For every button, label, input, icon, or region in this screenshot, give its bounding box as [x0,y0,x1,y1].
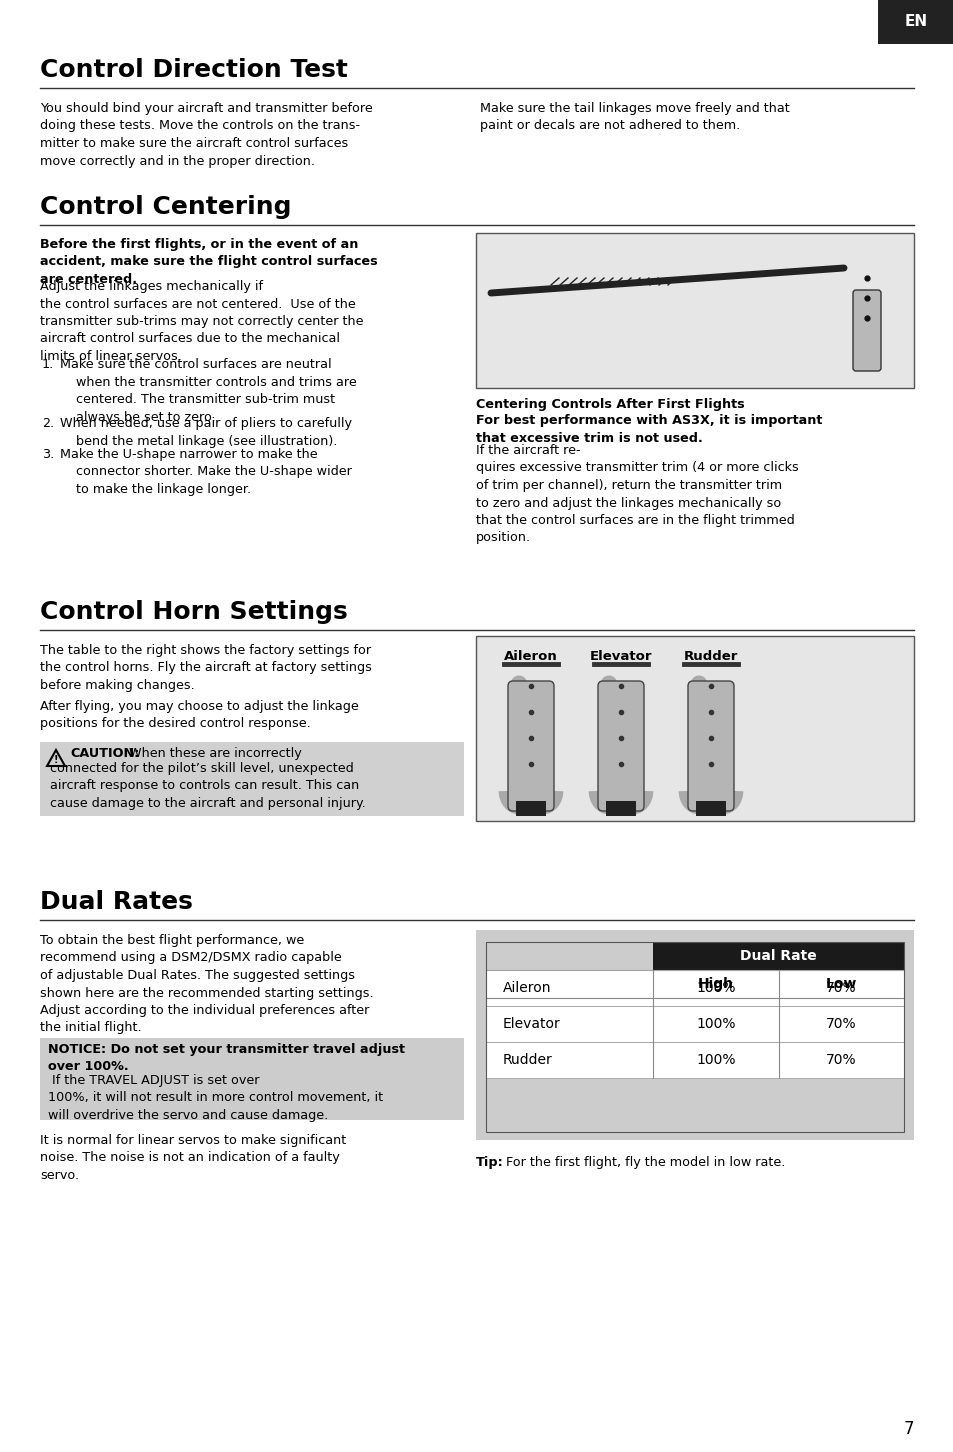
Text: 70%: 70% [825,1016,856,1031]
Text: For the first flight, fly the model in low rate.: For the first flight, fly the model in l… [501,1156,784,1169]
Text: Rudder: Rudder [502,1053,552,1067]
Text: 7: 7 [902,1420,913,1437]
Text: You should bind your aircraft and transmitter before
doing these tests. Move the: You should bind your aircraft and transm… [40,102,373,167]
Text: Aileron: Aileron [503,650,558,664]
Text: Aileron: Aileron [502,982,551,995]
Text: The table to the right shows the factory settings for
the control horns. Fly the: The table to the right shows the factory… [40,645,372,693]
Bar [485,970,903,998]
Text: !: ! [53,755,58,765]
Text: If the aircraft re-
quires excessive transmitter trim (4 or more clicks
of trim : If the aircraft re- quires excessive tra… [476,444,798,544]
Bar [516,802,545,816]
Text: 1.: 1. [42,359,54,372]
Bar [605,802,636,816]
Text: If the TRAVEL ADJUST is set over
100%, it will not result in more control moveme: If the TRAVEL ADJUST is set over 100%, i… [48,1074,383,1122]
Bar [40,1038,463,1119]
Bar [485,1043,903,1077]
Bar [476,232,913,388]
Text: NOTICE: Do not set your transmitter travel adjust
over 100%.: NOTICE: Do not set your transmitter trav… [48,1043,405,1073]
Text: 2.: 2. [42,417,54,430]
Text: CAUTION:: CAUTION: [70,746,139,759]
Text: 100%: 100% [696,1053,735,1067]
Text: Tip:: Tip: [476,1156,503,1169]
Text: High: High [698,977,733,992]
Text: connected for the pilot’s skill level, unexpected
aircraft response to controls : connected for the pilot’s skill level, u… [50,762,365,810]
Text: 3.: 3. [42,449,54,460]
Text: Dual Rates: Dual Rates [40,890,193,913]
Bar [696,802,725,816]
Bar [476,929,913,1140]
Text: Low: Low [824,977,856,992]
Text: To obtain the best flight performance, we
recommend using a DSM2/DSMX radio capa: To obtain the best flight performance, w… [40,934,374,1034]
Bar [485,942,903,1133]
Text: For best performance with AS3X, it is important
that excessive trim is not used.: For best performance with AS3X, it is im… [476,414,821,444]
FancyBboxPatch shape [687,681,733,812]
Text: Adjust the linkages mechanically if
the control surfaces are not centered.  Use : Adjust the linkages mechanically if the … [40,280,363,363]
Text: Elevator: Elevator [502,1016,559,1031]
Text: Make sure the tail linkages move freely and that
paint or decals are not adhered: Make sure the tail linkages move freely … [479,102,789,132]
Text: Control Horn Settings: Control Horn Settings [40,600,348,624]
Text: Dual Rate: Dual Rate [740,950,816,963]
FancyBboxPatch shape [598,681,643,812]
Text: Control Centering: Control Centering [40,195,292,219]
Bar [877,0,953,44]
Text: Before the first flights, or in the event of an
accident, make sure the flight c: Before the first flights, or in the even… [40,238,377,286]
Text: Control Direction Test: Control Direction Test [40,58,348,81]
Text: Make the U-shape narrower to make the
    connector shorter. Make the U-shape wi: Make the U-shape narrower to make the co… [60,449,352,497]
Bar [485,1006,903,1043]
Text: 100%: 100% [696,1016,735,1031]
Bar [485,970,903,1006]
Text: Centering Controls After First Flights: Centering Controls After First Flights [476,398,744,411]
Text: Rudder: Rudder [683,650,738,664]
Text: It is normal for linear servos to make significant
noise. The noise is not an in: It is normal for linear servos to make s… [40,1134,346,1182]
Text: 70%: 70% [825,1053,856,1067]
Text: When needed, use a pair of pliers to carefully
    bend the metal linkage (see i: When needed, use a pair of pliers to car… [60,417,352,447]
FancyBboxPatch shape [852,290,880,372]
Text: 100%: 100% [696,982,735,995]
Bar [476,636,913,820]
Text: EN: EN [903,15,926,29]
Text: 70%: 70% [825,982,856,995]
Text: Elevator: Elevator [589,650,652,664]
Text: When these are incorrectly: When these are incorrectly [125,746,301,759]
Bar [653,942,903,970]
Text: After flying, you may choose to adjust the linkage
positions for the desired con: After flying, you may choose to adjust t… [40,700,358,730]
Bar [40,742,463,816]
FancyBboxPatch shape [507,681,554,812]
Text: Make sure the control surfaces are neutral
    when the transmitter controls and: Make sure the control surfaces are neutr… [60,359,356,424]
